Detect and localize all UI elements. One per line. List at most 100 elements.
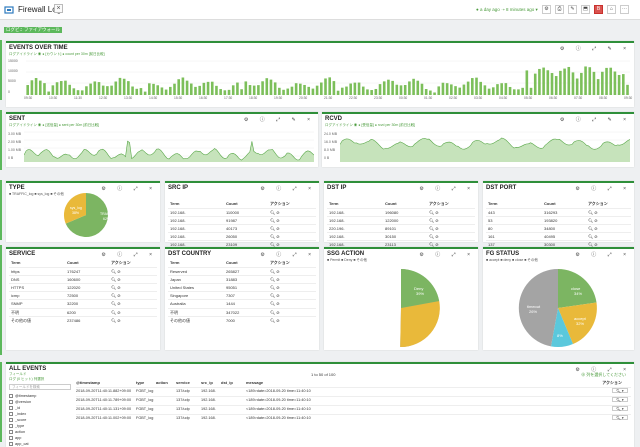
event-bar[interactable] bbox=[580, 72, 583, 95]
event-bar[interactable] bbox=[223, 90, 227, 95]
filter-action-icons[interactable]: 🔍︎ ⊘ bbox=[270, 301, 280, 307]
filter-action-icons[interactable]: 🔍︎ ⊘ bbox=[588, 242, 598, 248]
event-bar[interactable] bbox=[206, 81, 210, 95]
event-bar[interactable] bbox=[496, 84, 499, 95]
filter-action-icons[interactable]: 🔍︎ ⊘ bbox=[111, 285, 121, 291]
row-action-button[interactable]: 🔍︎ ▾ bbox=[612, 397, 628, 402]
event-bar[interactable] bbox=[424, 89, 428, 95]
field-checkbox[interactable] bbox=[9, 400, 13, 404]
event-bar[interactable] bbox=[47, 91, 50, 95]
column-header[interactable]: message bbox=[246, 380, 264, 385]
event-bar[interactable] bbox=[450, 84, 453, 95]
tab-logview[interactable]: ログビュー bbox=[4, 27, 31, 33]
event-bar[interactable] bbox=[64, 80, 67, 95]
event-bar[interactable] bbox=[148, 83, 151, 95]
event-bar[interactable] bbox=[282, 89, 285, 95]
event-bar[interactable] bbox=[592, 71, 596, 95]
filter-action-icons[interactable]: 🔍︎ ⊘ bbox=[270, 234, 280, 240]
event-bar[interactable] bbox=[458, 87, 462, 95]
panel-controls[interactable]: ⚙ ⓘ ⤢ × bbox=[575, 367, 631, 373]
event-bar[interactable] bbox=[252, 85, 256, 95]
event-bar[interactable] bbox=[529, 87, 533, 95]
row-action-button[interactable]: 🔍︎ ▾ bbox=[612, 388, 628, 393]
event-bar[interactable] bbox=[257, 85, 260, 95]
event-bar[interactable] bbox=[429, 90, 432, 95]
panel-controls[interactable]: ⚙ ⓘ ⤢ × bbox=[575, 252, 631, 258]
filter-action-icons[interactable]: 🔍︎ ⊘ bbox=[588, 218, 598, 224]
event-bar[interactable] bbox=[143, 91, 147, 95]
event-bar[interactable] bbox=[466, 81, 470, 95]
event-bar[interactable] bbox=[227, 89, 231, 95]
event-bar[interactable] bbox=[38, 80, 42, 95]
tab-firewall[interactable]: ファイアウォール bbox=[22, 27, 62, 33]
event-bar[interactable] bbox=[525, 70, 529, 95]
event-bar[interactable] bbox=[219, 89, 222, 95]
field-checkbox[interactable] bbox=[9, 430, 13, 434]
panel-controls[interactable]: ⚙ ⓘ ⤢ × bbox=[101, 186, 157, 192]
filter-action-icons[interactable]: 🔍︎ ⊘ bbox=[588, 210, 598, 216]
filter-action-icons[interactable]: 🔍︎ ⊘ bbox=[270, 242, 280, 248]
event-bar[interactable] bbox=[336, 90, 340, 95]
event-bar[interactable] bbox=[403, 85, 407, 95]
event-bar[interactable] bbox=[30, 80, 34, 95]
panel-controls[interactable]: ⚙ ⓘ ⤢ × bbox=[101, 252, 157, 258]
event-bar[interactable] bbox=[605, 67, 608, 95]
event-bar[interactable] bbox=[177, 79, 181, 95]
event-bar[interactable] bbox=[366, 89, 369, 95]
event-bar[interactable] bbox=[106, 86, 109, 95]
event-bar[interactable] bbox=[500, 83, 503, 95]
event-bar[interactable] bbox=[504, 83, 508, 95]
event-bar[interactable] bbox=[76, 90, 80, 95]
event-bar[interactable] bbox=[273, 82, 277, 95]
event-bar[interactable] bbox=[441, 82, 445, 95]
event-bar[interactable] bbox=[122, 78, 126, 95]
event-bar[interactable] bbox=[307, 86, 311, 95]
event-bar[interactable] bbox=[101, 85, 105, 95]
event-bar[interactable] bbox=[231, 85, 235, 95]
event-bar[interactable] bbox=[43, 83, 46, 95]
filter-action-icons[interactable]: 🔍︎ ⊘ bbox=[270, 226, 280, 232]
filter-action-icons[interactable]: 🔍︎ ⊘ bbox=[111, 309, 121, 315]
event-bar[interactable] bbox=[617, 74, 621, 95]
event-bar[interactable] bbox=[51, 85, 55, 95]
filter-action-icons[interactable]: 🔍︎ ⊘ bbox=[270, 317, 280, 323]
event-bar[interactable] bbox=[127, 81, 130, 95]
event-bar[interactable] bbox=[412, 78, 415, 95]
panel-controls[interactable]: ⚙ ⓘ ⤢ × bbox=[419, 252, 475, 258]
filter-action-icons[interactable]: 🔍︎ ⊘ bbox=[270, 210, 280, 216]
event-bar[interactable] bbox=[340, 87, 344, 95]
event-bar[interactable] bbox=[571, 72, 575, 95]
event-bar[interactable] bbox=[181, 77, 185, 95]
event-bar[interactable] bbox=[59, 81, 63, 95]
event-bar[interactable] bbox=[512, 89, 516, 95]
event-bar[interactable] bbox=[261, 81, 264, 95]
panel-controls[interactable]: ⚙ ⓘ ⤢ ✎ × bbox=[559, 117, 631, 123]
event-bar[interactable] bbox=[139, 88, 143, 95]
field-item[interactable]: _type bbox=[9, 424, 24, 428]
filter-action-icons[interactable]: 🔍︎ ⊘ bbox=[588, 226, 598, 232]
event-bar[interactable] bbox=[303, 84, 306, 95]
event-bar[interactable] bbox=[118, 77, 122, 95]
event-bar[interactable] bbox=[370, 90, 373, 95]
event-bar[interactable] bbox=[349, 83, 352, 95]
event-bar[interactable] bbox=[135, 88, 139, 95]
column-header[interactable]: type bbox=[136, 380, 145, 385]
share-icon[interactable]: ⬒ bbox=[581, 5, 590, 14]
event-bar[interactable] bbox=[160, 87, 164, 95]
field-item[interactable]: app bbox=[9, 436, 21, 440]
event-bar[interactable] bbox=[114, 81, 118, 95]
panel-controls[interactable]: ⚙ ⓘ ⤢ × bbox=[575, 186, 631, 192]
event-bar[interactable] bbox=[215, 85, 218, 95]
event-bar[interactable] bbox=[85, 86, 88, 95]
event-bar[interactable] bbox=[416, 80, 420, 95]
event-bar[interactable] bbox=[563, 68, 566, 95]
filter-action-icons[interactable]: 🔍︎ ⊘ bbox=[111, 293, 121, 299]
event-bar[interactable] bbox=[97, 82, 101, 95]
row-action-button[interactable]: 🔍︎ ▾ bbox=[612, 415, 628, 420]
event-bar[interactable] bbox=[433, 92, 436, 95]
event-bar[interactable] bbox=[189, 83, 193, 95]
filter-action-icons[interactable]: 🔍︎ ⊘ bbox=[111, 277, 121, 283]
event-bar[interactable] bbox=[454, 86, 457, 95]
event-bar[interactable] bbox=[324, 78, 327, 95]
field-item[interactable]: app_cat bbox=[9, 442, 29, 446]
